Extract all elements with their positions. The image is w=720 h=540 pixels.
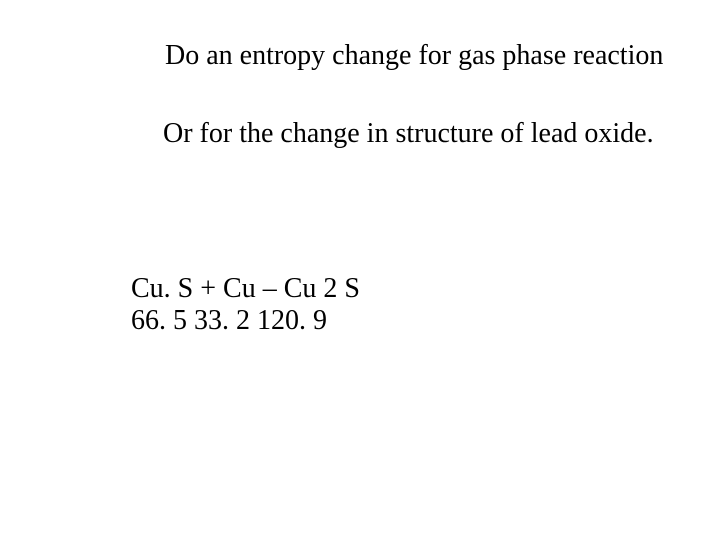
formula-line: Cu. S + Cu – Cu 2 S [131, 273, 360, 305]
slide-body: Do an entropy change for gas phase react… [0, 0, 720, 540]
values-line: 66. 5 33. 2 120. 9 [131, 305, 327, 337]
text-line-2: Or for the change in structure of lead o… [163, 118, 654, 150]
text-line-1: Do an entropy change for gas phase react… [165, 40, 663, 72]
